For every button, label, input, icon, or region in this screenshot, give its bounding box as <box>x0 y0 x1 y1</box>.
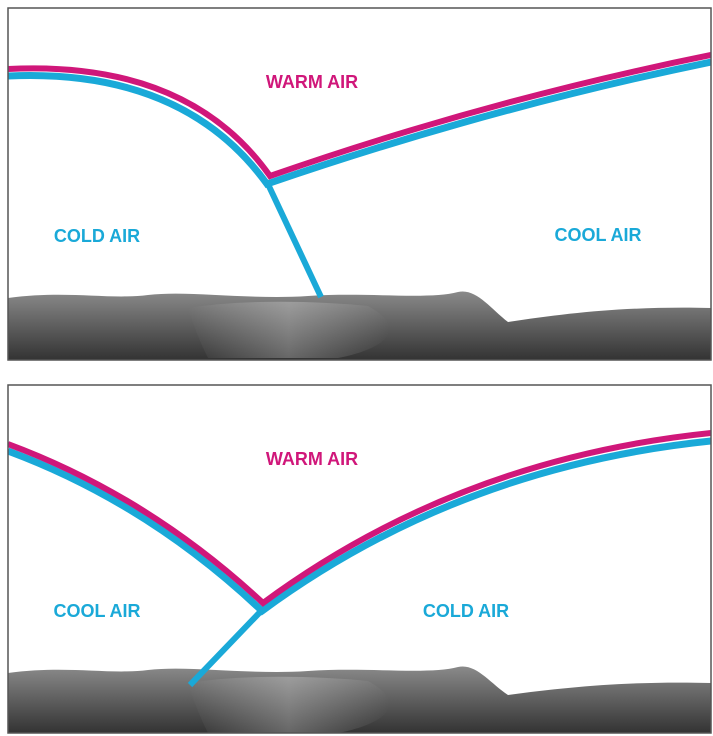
air-label: WARM AIR <box>266 449 358 469</box>
ground-highlight <box>188 676 390 733</box>
occluded-front-line <box>187 606 266 688</box>
air-label: COOL AIR <box>554 225 641 245</box>
cold-front-line <box>8 437 711 616</box>
air-label: WARM AIR <box>266 72 358 92</box>
air-label: COLD AIR <box>423 601 509 621</box>
panel-border <box>7 7 712 361</box>
panel-border <box>7 384 712 734</box>
occluded-front-line <box>264 180 324 299</box>
air-label: COOL AIR <box>53 601 140 621</box>
panel: WARM AIR COOL AIR COLD AIR <box>7 384 712 734</box>
cold-front-line <box>8 58 711 189</box>
warm-front-line <box>8 52 711 180</box>
warm-front-line <box>8 430 711 607</box>
ground-highlight <box>188 301 390 358</box>
panel: WARM AIR COLD AIR COOL AIR <box>7 7 712 361</box>
air-label: COLD AIR <box>54 226 140 246</box>
